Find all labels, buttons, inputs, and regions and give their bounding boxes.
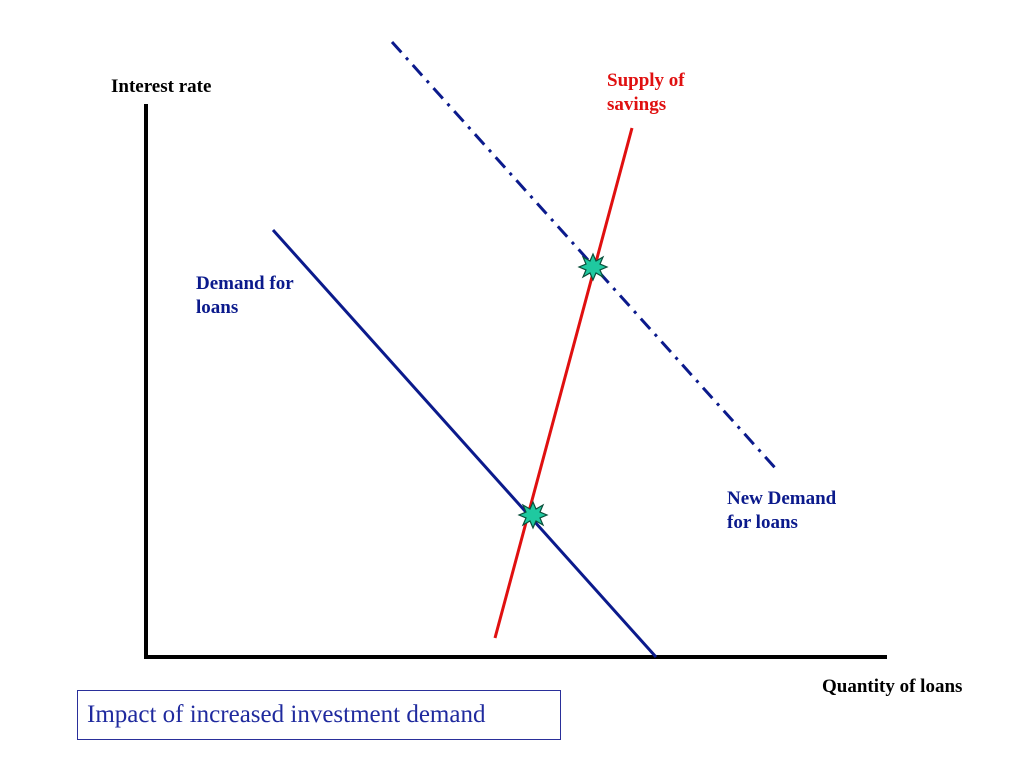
demand-label-line-1: Demand for bbox=[196, 273, 294, 294]
new-equilibrium-marker bbox=[577, 252, 609, 282]
new-demand-label-line-1: New Demand bbox=[727, 488, 837, 509]
y-axis-label: Interest rate bbox=[111, 76, 212, 97]
new-demand-curve bbox=[390, 40, 779, 472]
new-demand-label-line-2: for loans bbox=[727, 512, 798, 533]
supply-label-line-1: Supply of bbox=[607, 70, 685, 91]
original-equilibrium-marker bbox=[517, 500, 549, 530]
demand-curve bbox=[271, 228, 658, 659]
supply-curve bbox=[493, 127, 634, 639]
supply-label-line-2: savings bbox=[607, 94, 667, 115]
demand-curve-label: Demand for loans bbox=[196, 272, 294, 320]
supply-curve-label: Supply of savings bbox=[607, 69, 685, 117]
new-demand-curve-label: New Demand for loans bbox=[727, 487, 836, 535]
caption-text: Impact of increased investment demand bbox=[87, 701, 486, 728]
caption-box: Impact of increased investment demand bbox=[77, 690, 561, 740]
demand-label-line-2: loans bbox=[196, 297, 239, 318]
x-axis-label: Quantity of loans bbox=[822, 676, 963, 697]
